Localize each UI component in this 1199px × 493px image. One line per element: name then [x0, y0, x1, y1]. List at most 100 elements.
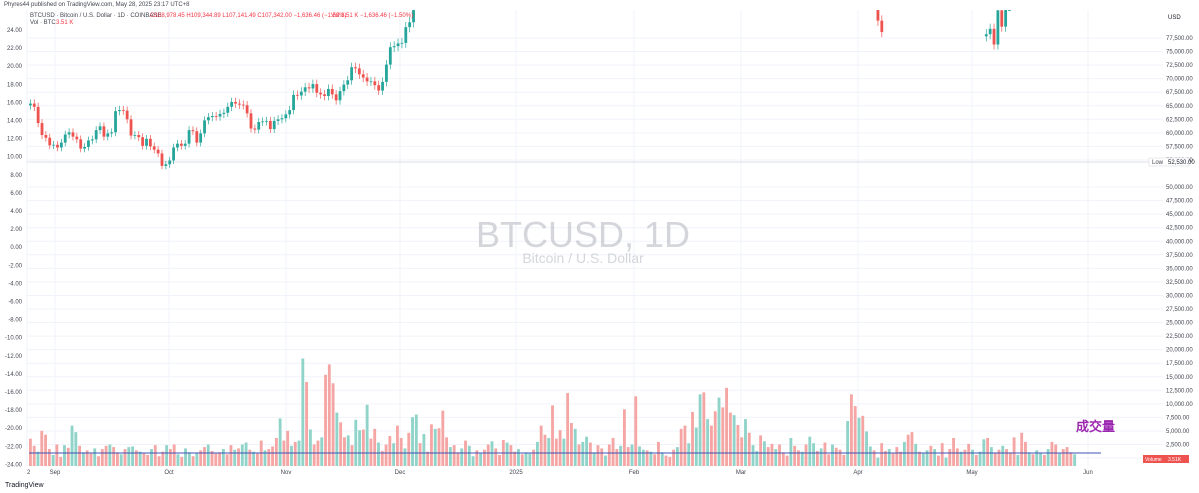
left-axis-tick-label: 6.00	[10, 191, 22, 197]
volume-bar	[1069, 452, 1073, 466]
volume-bar	[286, 430, 290, 466]
volume-bar	[804, 444, 808, 466]
candle-body	[187, 130, 191, 144]
right-axis-tick-label: 7,500.00	[1166, 415, 1190, 421]
candle-body	[210, 116, 214, 118]
volume-bar	[971, 449, 974, 466]
volume-bar	[812, 443, 815, 466]
volume-bar	[554, 438, 558, 466]
volume-bar	[320, 437, 324, 466]
volume-bar	[895, 447, 899, 466]
right-axis-tick-label: 5,000.00	[1166, 429, 1190, 435]
volume-bar	[1005, 449, 1008, 466]
volume-bar	[978, 451, 982, 466]
volume-bar	[237, 448, 240, 466]
left-axis-tick-label: 2.00	[10, 227, 22, 233]
volume-bar	[112, 447, 116, 466]
volume-bar	[203, 447, 206, 466]
candle-body	[141, 137, 145, 146]
candle-body	[195, 131, 199, 143]
volume-bar	[607, 444, 611, 466]
volume-bar	[187, 452, 191, 466]
volume-bar	[683, 425, 687, 466]
right-axis-tick-label: 62,500.00	[1166, 117, 1193, 123]
volume-bar	[766, 447, 770, 466]
volume-bar	[1058, 453, 1061, 466]
volume-bar	[925, 450, 929, 466]
volume-indicator-label: Vol · BTC	[30, 20, 56, 26]
volume-bar	[308, 429, 312, 466]
right-axis-tick-label: 65,000.00	[1166, 104, 1193, 110]
candle-body	[148, 138, 152, 147]
candle-body	[168, 160, 172, 165]
volume-bar	[36, 451, 40, 466]
volume-bar	[422, 434, 426, 466]
volume-bar	[570, 423, 573, 466]
low-badge-label: Low	[1152, 160, 1164, 166]
candle-body	[102, 126, 106, 137]
candle-body	[172, 147, 175, 161]
volume-bar	[490, 441, 494, 466]
volume-bar	[206, 444, 210, 466]
volume-bar	[138, 451, 142, 466]
volume-bar	[952, 437, 955, 466]
volume-indicator-value: 3.51 K	[56, 20, 74, 26]
right-axis-tick-label: 57,500.00	[1166, 144, 1193, 150]
volume-bar	[528, 453, 532, 466]
published-note: Phyres44 published on TradingView.com, M…	[4, 2, 190, 8]
left-axis-tick-label: -14.00	[5, 372, 23, 378]
volume-bar	[153, 445, 157, 466]
volume-bar	[66, 447, 70, 466]
volume-bar	[411, 417, 414, 466]
candle-body	[218, 113, 222, 117]
volume-bar	[891, 453, 895, 466]
volume-bar	[452, 445, 456, 466]
right-axis-tick-label: 45,000.00	[1166, 212, 1193, 218]
right-axis-tick-label: 10,000.00	[1166, 402, 1193, 408]
candle-body	[183, 143, 187, 146]
left-axis-tick-label: 12.00	[7, 137, 23, 143]
left-axis-tick-label: -10.00	[5, 336, 23, 342]
x-axis-label: Mar	[736, 470, 746, 476]
volume-bar	[93, 448, 97, 466]
volume-bar	[1001, 445, 1005, 466]
volume-bar	[653, 454, 657, 466]
volume-bar	[354, 419, 358, 466]
volume-bar	[588, 442, 592, 466]
volume-bar	[1054, 444, 1058, 466]
volume-bar	[744, 419, 747, 466]
volume-bar	[1046, 449, 1050, 466]
volume-bar	[146, 454, 150, 466]
volume-bar	[747, 432, 751, 466]
left-axis-tick-label: -20.00	[5, 426, 23, 432]
volume-bar	[407, 432, 411, 466]
volume-bar	[1008, 452, 1012, 466]
candle-body	[400, 42, 404, 44]
x-axis-label: Jun	[1083, 470, 1093, 476]
volume-bar	[210, 451, 214, 466]
volume-bar	[290, 445, 293, 466]
volume-bar	[244, 442, 248, 466]
volume-bar	[581, 441, 585, 466]
volume-bar	[725, 387, 728, 466]
volume-bar	[963, 449, 967, 466]
volume-bar	[240, 444, 244, 466]
volume-bar	[165, 445, 169, 466]
low-badge	[1148, 157, 1190, 167]
candle-body	[369, 81, 373, 83]
volume-bar	[358, 430, 361, 466]
volume-bar	[1031, 454, 1035, 466]
volume-bar	[974, 454, 978, 466]
candle-body	[114, 111, 117, 133]
candle-body	[48, 137, 52, 146]
candles-group	[29, 10, 1011, 170]
candle-body	[296, 94, 299, 96]
volume-bar	[933, 449, 937, 466]
volume-bar	[679, 428, 683, 466]
volume-bar	[619, 445, 623, 466]
volume-bar	[630, 444, 634, 466]
volume-bar	[955, 448, 959, 466]
volume-bar	[967, 443, 971, 466]
candle-body	[230, 101, 234, 107]
